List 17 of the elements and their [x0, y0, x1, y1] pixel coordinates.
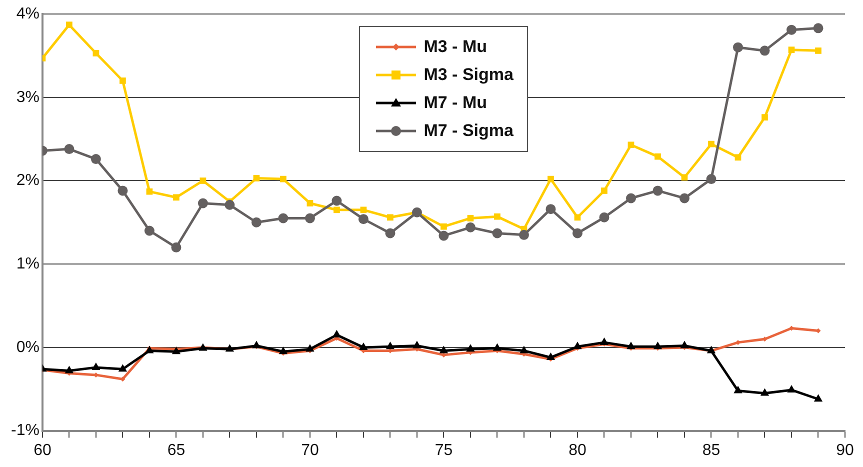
y-tick-label: 1%: [16, 255, 40, 272]
legend-label: M7 - Sigma: [424, 121, 514, 141]
x-tick-label: 70: [301, 442, 319, 459]
x-tick-label: 85: [702, 442, 720, 459]
y-tick-label: 2%: [16, 172, 40, 190]
x-tick-label: 80: [568, 442, 586, 459]
y-tick-label: 3%: [16, 88, 40, 106]
y-tick-label: 4%: [16, 5, 40, 22]
y-tick-label: 0%: [16, 338, 40, 356]
x-tick-label: 60: [34, 442, 52, 459]
x-tick-label: 75: [434, 442, 453, 459]
legend-label: M3 - Mu: [424, 37, 487, 57]
y-tick-label: -1%: [11, 422, 40, 440]
x-tick-label: 65: [167, 442, 186, 459]
legend-label: M7 - Mu: [424, 93, 487, 113]
legend-label: M3 - Sigma: [424, 65, 514, 85]
x-tick-label: 90: [836, 442, 854, 459]
